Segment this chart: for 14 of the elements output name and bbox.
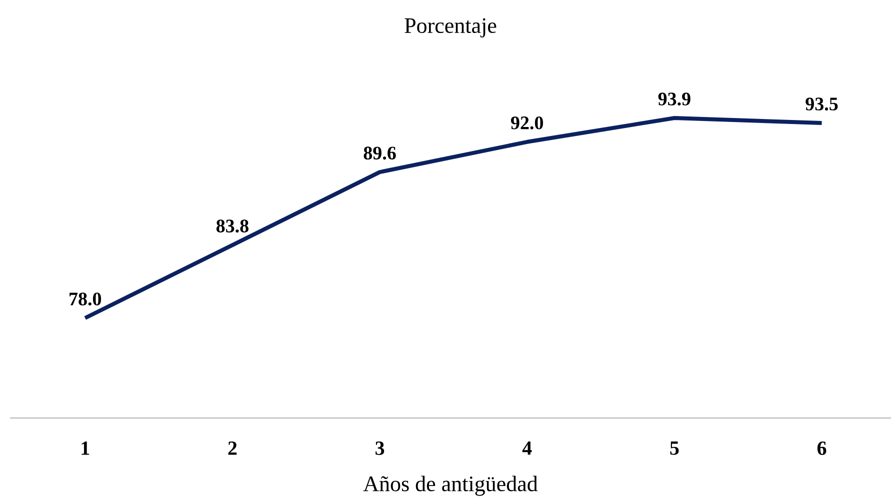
data-label: 78.0	[70, 292, 102, 306]
x-tick-label: 4	[522, 442, 532, 455]
x-tick-label: 5	[670, 442, 679, 455]
data-label: 83.8	[216, 220, 248, 233]
x-axis-title: Años de antigüedad	[363, 476, 538, 496]
x-tick-label: 1	[82, 442, 90, 455]
x-tick-label: 3	[376, 442, 384, 455]
x-tick-label: 6	[817, 442, 826, 455]
data-label: 93.9	[658, 92, 690, 106]
data-label: 92.0	[511, 116, 544, 130]
chart-title: Porcentaje	[404, 18, 496, 38]
data-label: 93.5	[806, 98, 838, 111]
x-tick-label: 2	[228, 442, 237, 455]
data-label: 89.6	[364, 146, 396, 160]
